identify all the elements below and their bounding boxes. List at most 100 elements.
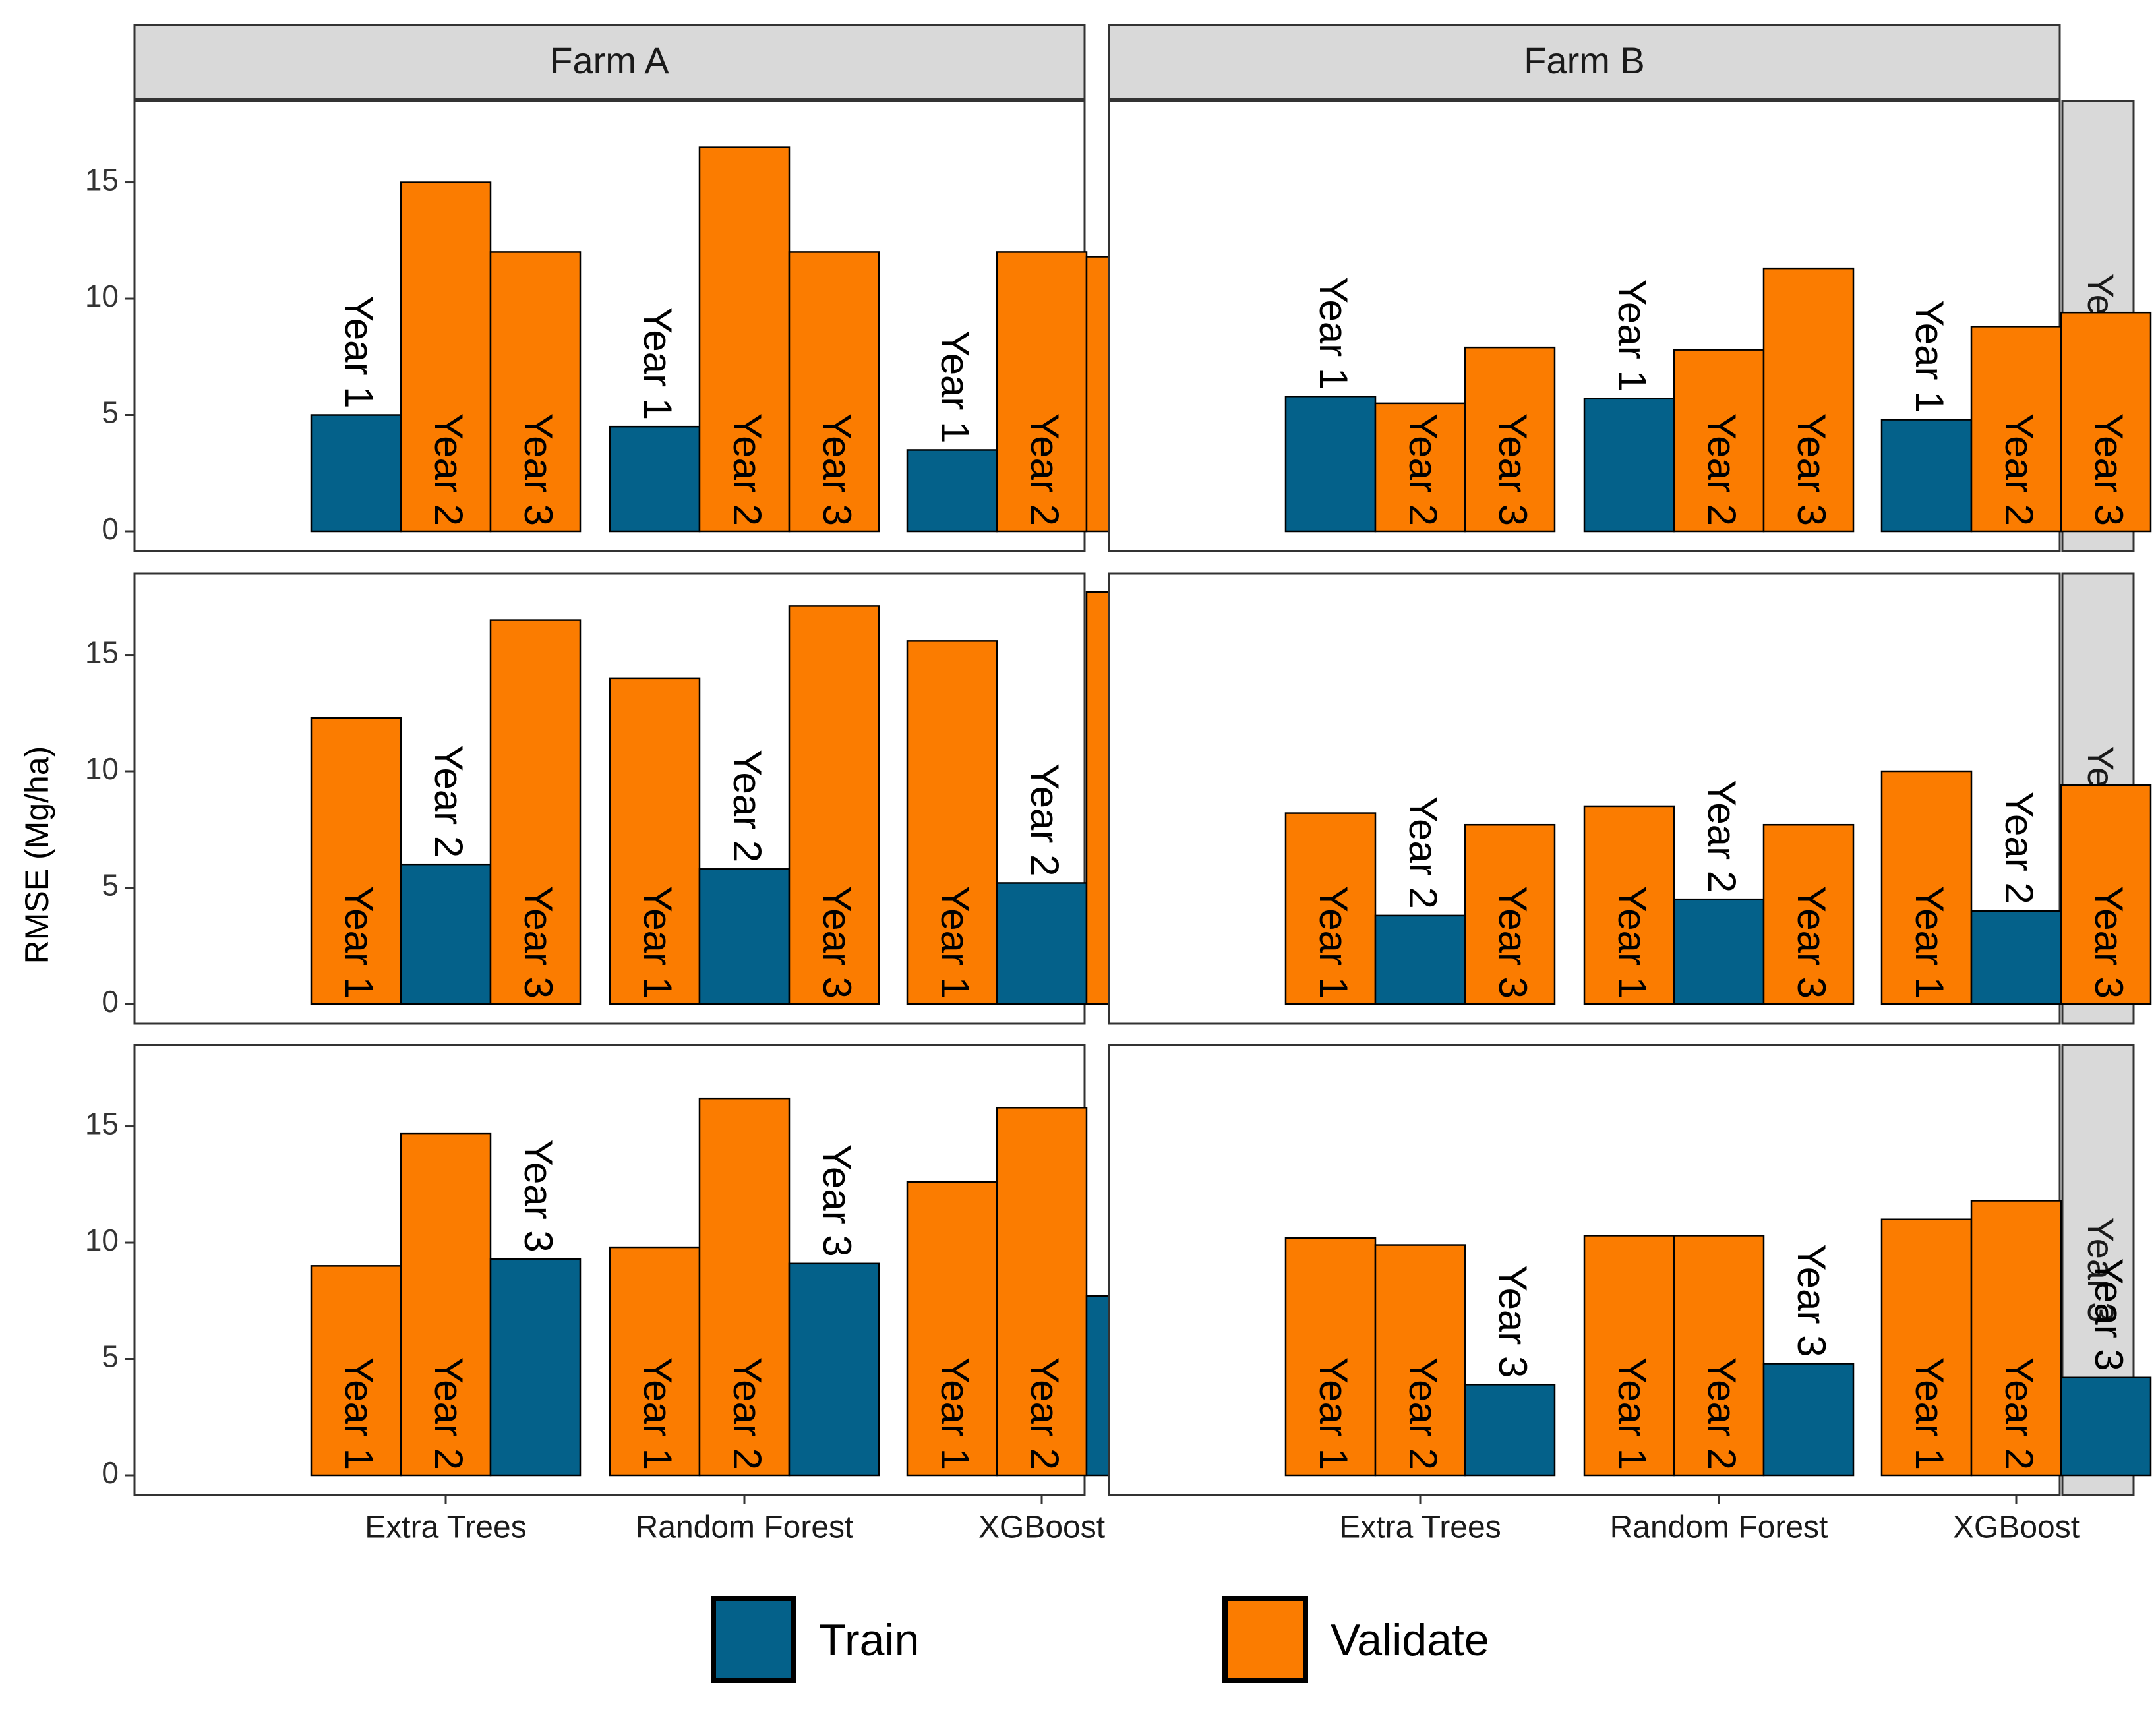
bar-label: Year 1 [337, 295, 381, 408]
bar-random-forest-year-1-validate [1583, 805, 1675, 1005]
bar-label: Year 1 [1610, 886, 1654, 999]
bar-label: Year 2 [725, 1357, 769, 1470]
bar-random-forest-year-3-validate [1762, 267, 1855, 533]
bar-label: Year 3 [1491, 1265, 1535, 1378]
legend-swatch-validate [1222, 1596, 1308, 1683]
bar-label: Year 2 [725, 413, 769, 526]
bar-label: Year 1 [636, 307, 680, 420]
bar-label: Year 2 [1997, 413, 2041, 526]
y-tick-label: 15 [85, 1107, 119, 1141]
bar-label: Year 1 [1311, 277, 1356, 390]
y-tick-label: 0 [102, 1456, 119, 1490]
bar-xgboost-year-2-train [996, 882, 1088, 1005]
bar-extra-trees-year-2-validate [400, 1132, 492, 1477]
y-tick-label: 10 [85, 752, 119, 786]
bar-random-forest-year-1-train [609, 425, 701, 533]
x-tick-label: Random Forest [1610, 1510, 1828, 1545]
bar-label: Year 3 [815, 413, 859, 526]
bar-extra-trees-year-3-validate [1464, 823, 1556, 1005]
bar-random-forest-year-2-validate [1673, 349, 1765, 533]
bar-label: Year 3 [516, 1139, 560, 1252]
bar-label: Year 1 [1311, 886, 1356, 999]
panel-farm-a-year-2: Year 1 Year 2 Year 3 Year 1 Year 2 Year 3 Year… [133, 572, 1178, 1025]
y-axis-title: RMSE (Mg/ha) [18, 746, 55, 964]
y-tick-label: 10 [85, 1223, 119, 1257]
bar-extra-trees-year-1-validate [310, 1265, 402, 1477]
x-tick-label: Extra Trees [365, 1510, 526, 1545]
y-tick-label: 15 [85, 163, 119, 197]
bar-extra-trees-year-3-train [489, 1258, 582, 1477]
legend-label-validate: Validate [1331, 1615, 1489, 1665]
x-axis: Extra Trees Random Forest XGBoost Extra Tre… [365, 1495, 2080, 1545]
bar-xgboost-year-3-train [2060, 1376, 2152, 1477]
bar-label: Year 1 [1907, 300, 1952, 413]
bar-xgboost-year-2-validate [1970, 1200, 2062, 1477]
y-tick-label: 5 [102, 396, 119, 430]
bar-random-forest-year-3-validate [788, 605, 880, 1005]
bar-xgboost-year-1-validate [1880, 770, 1973, 1005]
bar-label: Year 1 [1610, 280, 1654, 392]
bar-label: Year 1 [933, 330, 977, 443]
bar-label: Year 3 [815, 886, 859, 999]
bar-label: Year 3 [2087, 1258, 2131, 1371]
bar-random-forest-year-1-validate [1583, 1235, 1675, 1477]
bar-label: Year 2 [1023, 413, 1067, 526]
column-strip-label: Farm A [550, 40, 669, 81]
bar-xgboost-year-2-train [1970, 910, 2062, 1005]
y-tick-label: 0 [102, 984, 119, 1018]
bar-extra-trees-year-3-validate [1464, 346, 1556, 533]
bar-label: Year 1 [1610, 1357, 1654, 1470]
bar-label: Year 1 [1311, 1357, 1356, 1470]
y-tick-label: 0 [102, 512, 119, 546]
panel-farm-b-year-2: Year 1 Year 2 Year 3 Year 1 Year 2 Year 3 Year… [1108, 572, 2152, 1025]
bar-extra-trees-year-3-validate [489, 251, 582, 533]
bar-xgboost-year-1-train [906, 449, 998, 533]
bar-xgboost-year-2-validate [996, 1107, 1088, 1477]
bar-label: Year 3 [516, 413, 560, 526]
bar-extra-trees-year-2-validate [1374, 1244, 1466, 1477]
bar-label: Year 2 [725, 750, 769, 862]
bar-label: Year 3 [1789, 1244, 1834, 1357]
bar-label: Year 2 [427, 745, 471, 858]
y-axes: 0 5 10 15 0 5 10 15 0 5 10 15 [85, 163, 135, 1490]
bar-label: Year 2 [1700, 1357, 1744, 1470]
bar-label: Year 2 [1700, 413, 1744, 526]
bar-label: Year 2 [427, 1357, 471, 1470]
bar-extra-trees-year-2-validate [1374, 402, 1466, 533]
y-tick-label: 5 [102, 868, 119, 902]
legend-label-train: Train [819, 1615, 919, 1665]
bar-random-forest-year-1-train [1583, 398, 1675, 533]
panel-farm-a-year-3: Year 1 Year 2 Year 3 Year 1 Year 2 Year 3 Year… [133, 1044, 1178, 1496]
bar-random-forest-year-3-validate [1762, 823, 1855, 1005]
bar-label: Year 1 [933, 1357, 977, 1470]
bar-label: Year 2 [1401, 796, 1445, 909]
x-tick-label: XGBoost [978, 1510, 1105, 1545]
x-tick-label: XGBoost [1953, 1510, 2080, 1545]
bar-random-forest-year-3-validate [788, 251, 880, 533]
bar-label: Year 3 [1491, 886, 1535, 999]
y-tick-label: 5 [102, 1340, 119, 1374]
bar-label: Year 3 [815, 1144, 859, 1257]
facet-panels: Year 1 Year 2 Year 3 Year 1 Year 2 Year 3 Year… [133, 100, 2152, 1496]
bar-label: Year 2 [1997, 792, 2041, 904]
bar-xgboost-year-2-validate [996, 251, 1088, 533]
bar-label: Year 1 [933, 886, 977, 999]
bar-xgboost-year-1-validate [906, 640, 998, 1005]
x-tick-label: Random Forest [636, 1510, 854, 1545]
bar-label: Year 1 [636, 886, 680, 999]
bar-label: Year 2 [1401, 413, 1445, 526]
bar-label: Year 2 [1997, 1357, 2041, 1470]
bar-label: Year 3 [1491, 413, 1535, 526]
bar-label: Year 3 [516, 886, 560, 999]
y-tick-label: 10 [85, 279, 119, 313]
bar-extra-trees-year-1-validate [1284, 812, 1377, 1005]
bar-extra-trees-year-1-validate [1284, 1237, 1377, 1477]
bar-label: Year 2 [1700, 780, 1744, 893]
bar-random-forest-year-3-train [788, 1262, 880, 1477]
bar-extra-trees-year-2-validate [400, 181, 492, 533]
bar-label: Year 1 [1907, 886, 1952, 999]
legend-swatch-train [711, 1596, 796, 1683]
panel-farm-b-year-1: Year 1 Year 2 Year 3 Year 1 Year 2 Year 3 Year… [1108, 100, 2152, 552]
bar-label: Year 1 [636, 1357, 680, 1470]
